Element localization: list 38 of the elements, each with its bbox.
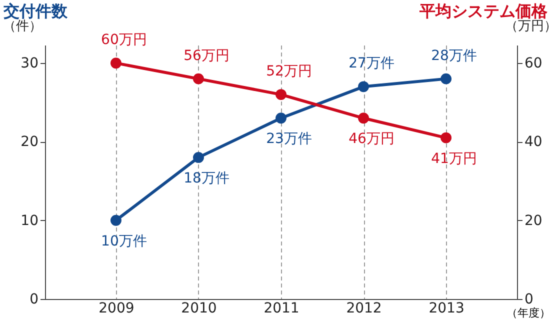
point <box>193 152 204 163</box>
data-label: 27万件 <box>348 56 394 72</box>
data-label: 23万件 <box>266 131 312 148</box>
point <box>276 112 286 124</box>
data-label: 60万円 <box>101 32 147 48</box>
y-tick-label: 10 <box>20 212 38 229</box>
y-axis-title: 交付件数 <box>2 2 68 20</box>
x-tick-label: 2009 <box>98 300 134 316</box>
point <box>276 89 286 100</box>
x-tick-label: 2012 <box>346 300 382 316</box>
x-tick-label: 2011 <box>264 300 300 316</box>
data-label: 46万円 <box>348 131 394 148</box>
data-label: 52万円 <box>266 64 312 80</box>
y2-tick-label: 20 <box>524 212 542 229</box>
point <box>440 73 452 84</box>
data-label: 56万円 <box>184 48 230 64</box>
point <box>358 112 369 124</box>
data-label: 41万円 <box>431 150 477 167</box>
y2-tick-label: 60 <box>524 56 542 72</box>
y2-tick-label: 0 <box>524 292 534 308</box>
data-label: 18万件 <box>184 170 230 186</box>
text: （万円） <box>505 19 550 34</box>
point <box>110 58 122 69</box>
point <box>193 73 204 84</box>
y2-axis-title: 平均システム価格 <box>418 2 548 20</box>
x-tick-label: 2010 <box>181 300 217 316</box>
point <box>440 132 452 144</box>
x-tick-label: 2013 <box>428 300 464 316</box>
y-tick-label: 30 <box>20 56 38 72</box>
y-tick-label: 0 <box>30 292 38 308</box>
x-axis-title: （年度） <box>506 306 550 320</box>
y2-tick-label: 40 <box>524 134 542 150</box>
y-tick-label: 20 <box>20 134 38 150</box>
point <box>110 214 122 226</box>
point <box>358 81 369 92</box>
text: （件） <box>3 19 42 34</box>
data-label: 28万件 <box>431 48 477 64</box>
data-label: 10万件 <box>101 233 147 250</box>
